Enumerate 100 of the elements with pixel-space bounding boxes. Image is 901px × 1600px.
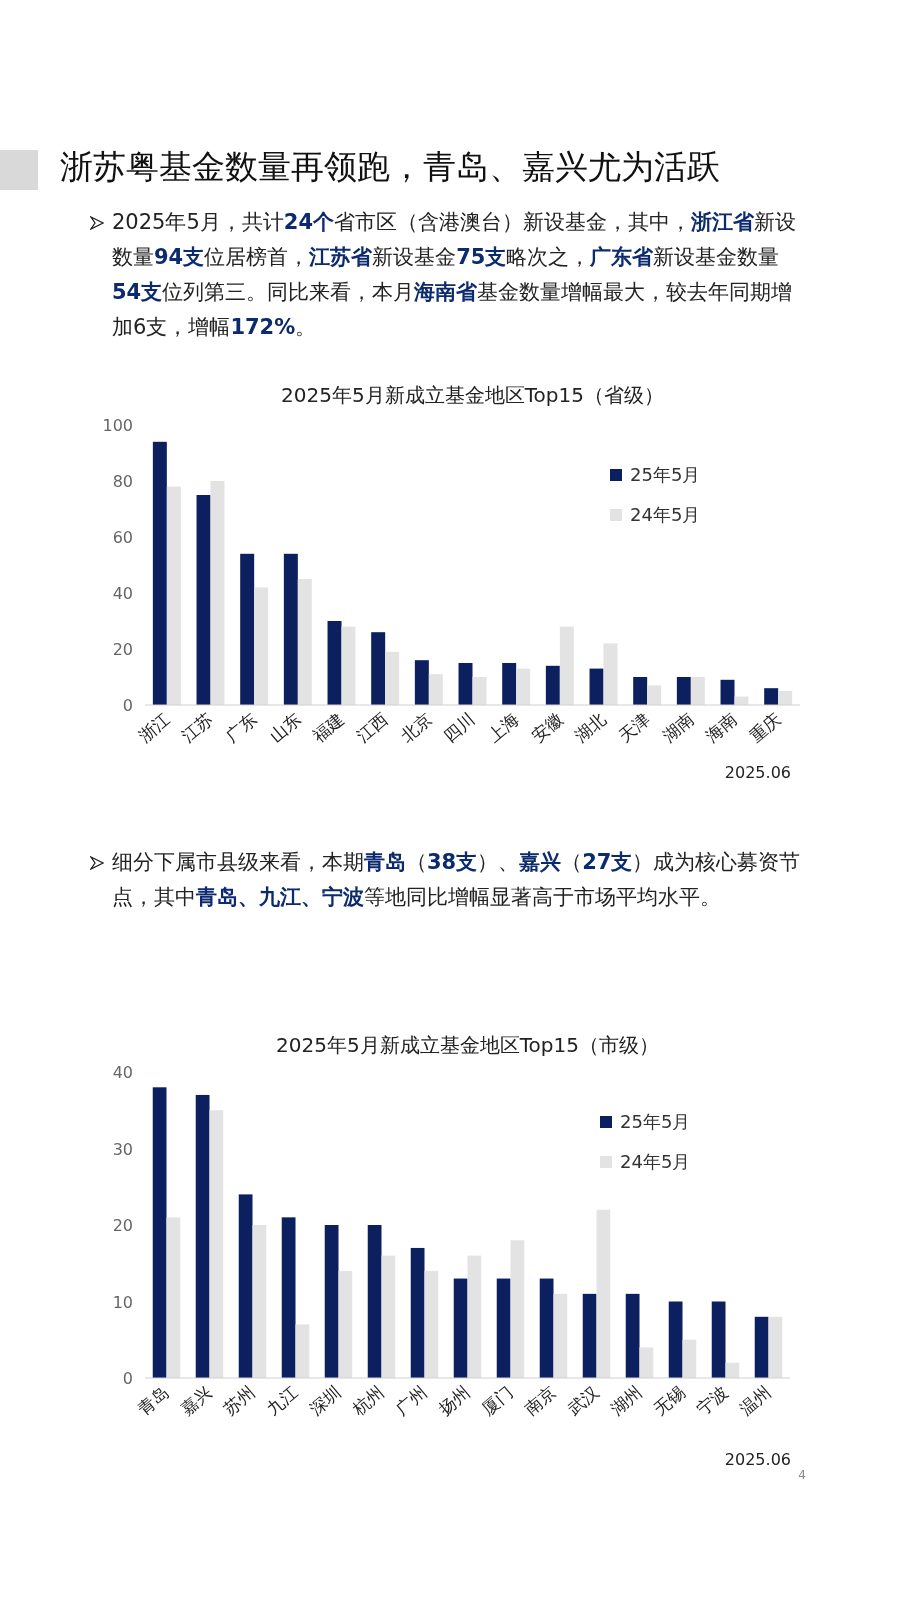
x-tick-label: 湖北 — [571, 708, 611, 746]
bar — [152, 1087, 167, 1378]
legend-label: 25年5月 — [620, 1111, 691, 1132]
bar — [240, 553, 255, 705]
x-tick-label: 湖南 — [658, 708, 698, 746]
x-tick-label: 北京 — [396, 708, 436, 746]
x-tick-label: 江苏 — [178, 708, 218, 746]
x-tick-label: 九江 — [263, 1381, 303, 1419]
x-tick-label: 山东 — [265, 708, 305, 746]
x-tick-label: 重庆 — [745, 708, 785, 746]
bar — [639, 1347, 654, 1378]
x-tick-label: 无锡 — [650, 1381, 690, 1419]
text: 浙苏粤基金数量再领跑，青岛、嘉兴尤为活跃 — [60, 146, 720, 188]
text: 4 — [798, 1468, 806, 1482]
bar — [166, 486, 181, 705]
x-tick-label: 青岛 — [134, 1381, 174, 1419]
x-tick-label: 嘉兴 — [177, 1381, 217, 1419]
bar — [647, 685, 662, 705]
y-tick-label: 10 — [112, 1292, 133, 1312]
x-tick-label: 温州 — [736, 1381, 776, 1419]
text: 2025年5月，共计24个省市区（含港澳台）新设基金，其中，浙江省新设数量94支位居榜首，江苏省新设基金75支略次之，广东省新设基金数量54支位列第三。同比来看，本月海南省基金数量增幅最大，较去年同期增加6支，增幅172%。 — [112, 210, 797, 339]
bar — [424, 1270, 439, 1378]
bar — [381, 1255, 396, 1378]
x-tick-label: 浙江 — [134, 708, 174, 746]
bar — [764, 688, 779, 705]
bar — [327, 621, 342, 705]
bar — [633, 677, 648, 705]
x-tick-label: 深圳 — [306, 1381, 346, 1419]
bar — [545, 665, 560, 705]
legend-label: 24年5月 — [620, 1151, 691, 1172]
bar — [281, 1217, 296, 1378]
x-tick-label: 上海 — [483, 708, 523, 746]
bar — [603, 643, 618, 705]
bar — [428, 674, 443, 705]
bar — [539, 1278, 554, 1378]
x-tick-label: 扬州 — [435, 1381, 475, 1419]
bar — [754, 1316, 769, 1378]
bar — [589, 668, 604, 705]
bar — [371, 632, 386, 705]
bar — [582, 1293, 597, 1378]
y-tick-label: 100 — [102, 416, 133, 435]
legend-label: 24年5月 — [630, 504, 701, 525]
y-tick-label: 60 — [112, 528, 133, 547]
y-tick-label: 20 — [112, 1216, 133, 1235]
bar — [682, 1339, 697, 1378]
bar — [668, 1301, 683, 1378]
text: 细分下属市县级来看，本期青岛（38支）、嘉兴（27支）成为核心募资节点，其中青岛、九江、宁波等地同比增幅显著高于市场平均水平。 — [112, 850, 801, 909]
bar — [152, 441, 167, 705]
bar — [711, 1301, 726, 1378]
bar — [283, 553, 298, 705]
bar — [553, 1293, 568, 1378]
y-tick-label: 40 — [112, 1063, 133, 1082]
bar — [410, 1247, 425, 1378]
bar — [516, 668, 531, 705]
y-tick-label: 40 — [112, 584, 133, 603]
bar — [385, 651, 400, 705]
bar — [720, 679, 735, 705]
x-tick-label: 武汉 — [564, 1381, 604, 1419]
x-tick-label: 安徽 — [527, 708, 567, 746]
bar — [166, 1217, 181, 1378]
bar — [238, 1194, 253, 1378]
x-tick-label: 厦门 — [478, 1381, 518, 1419]
x-tick-label: 杭州 — [348, 1381, 389, 1420]
bar — [338, 1270, 353, 1378]
bar — [196, 495, 211, 705]
x-tick-label: 江西 — [352, 708, 392, 746]
x-tick-label: 苏州 — [220, 1381, 260, 1419]
x-tick-label: 广州 — [392, 1381, 432, 1419]
bar — [295, 1324, 310, 1378]
bar — [496, 1278, 511, 1378]
bar — [453, 1278, 468, 1378]
x-tick-label: 福建 — [309, 708, 349, 746]
chart-title: 2025年5月新成立基金地区Top15（省级） — [281, 383, 664, 407]
bar — [324, 1225, 339, 1378]
bar — [676, 677, 691, 705]
bar — [690, 677, 705, 705]
bar — [472, 677, 487, 705]
bar — [297, 579, 312, 705]
x-tick-label: 宁波 — [693, 1381, 733, 1419]
legend-label: 25年5月 — [630, 464, 701, 485]
bar — [768, 1316, 783, 1378]
text: 2025.06 — [724, 763, 791, 782]
bar — [210, 481, 225, 705]
bar — [467, 1255, 482, 1378]
x-tick-label: 天津 — [614, 708, 654, 746]
bar — [458, 663, 473, 705]
y-tick-label: 20 — [112, 640, 133, 659]
x-tick-label: 四川 — [440, 708, 480, 746]
bar — [209, 1110, 224, 1378]
y-tick-label: 30 — [112, 1139, 133, 1159]
chart-title: 2025年5月新成立基金地区Top15（市级） — [276, 1033, 659, 1057]
x-tick-label: 湖州 — [607, 1381, 647, 1419]
bar — [778, 691, 793, 705]
text: 2025.06 — [724, 1450, 791, 1469]
y-tick-label: 0 — [122, 696, 133, 715]
bar — [559, 626, 574, 705]
bar — [596, 1209, 611, 1378]
bar — [254, 587, 269, 705]
x-tick-label: 广东 — [221, 708, 261, 746]
bar — [252, 1225, 267, 1378]
